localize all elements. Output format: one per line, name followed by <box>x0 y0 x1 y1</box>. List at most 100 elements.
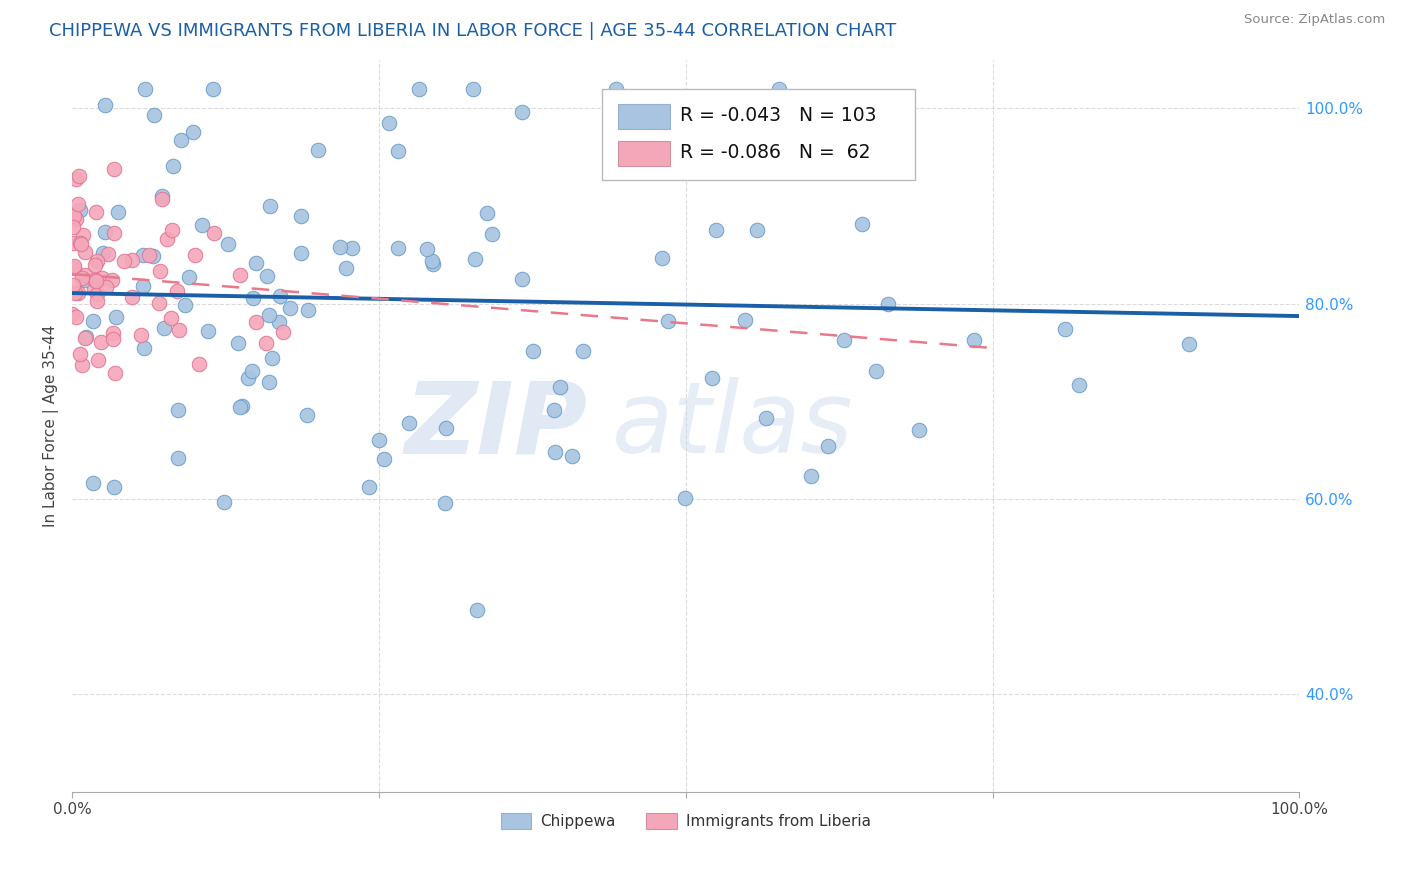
Point <box>132 248 155 262</box>
Point <box>236 371 259 385</box>
Point <box>329 240 352 254</box>
Point <box>166 451 188 466</box>
Point <box>69 347 91 361</box>
Point <box>464 252 486 266</box>
Point <box>103 332 125 346</box>
Point <box>75 273 97 287</box>
Point <box>62 277 84 292</box>
Point <box>159 311 181 326</box>
Point <box>173 298 195 312</box>
Point <box>799 469 821 483</box>
Point <box>416 242 439 256</box>
Point <box>83 273 105 287</box>
Point <box>561 449 583 463</box>
Point <box>156 232 179 246</box>
Point <box>548 379 571 393</box>
Point <box>745 223 768 237</box>
Point <box>67 286 90 301</box>
Point <box>543 402 565 417</box>
Point <box>908 423 931 437</box>
Point <box>651 251 673 265</box>
Point <box>134 82 156 96</box>
Point <box>877 296 900 310</box>
Point <box>704 222 727 236</box>
Point <box>257 308 280 322</box>
Point <box>259 199 281 213</box>
Text: atlas: atlas <box>612 377 853 475</box>
Point <box>398 417 420 431</box>
Point <box>142 249 165 263</box>
Point <box>461 82 484 96</box>
Point <box>103 480 125 494</box>
Point <box>103 227 125 241</box>
Point <box>67 169 90 184</box>
Point <box>197 324 219 338</box>
Point <box>63 209 86 223</box>
Point <box>267 315 290 329</box>
Point <box>256 268 278 283</box>
Point <box>673 491 696 505</box>
Point <box>121 253 143 268</box>
Point <box>295 408 318 422</box>
Point <box>83 282 105 296</box>
Text: CHIPPEWA VS IMMIGRANTS FROM LIBERIA IN LABOR FORCE | AGE 35-44 CORRELATION CHART: CHIPPEWA VS IMMIGRANTS FROM LIBERIA IN L… <box>49 22 897 40</box>
Point <box>202 82 225 96</box>
Point <box>342 242 364 256</box>
Point <box>357 480 380 494</box>
Point <box>245 315 267 329</box>
Point <box>86 293 108 308</box>
Point <box>87 352 110 367</box>
Point <box>129 328 152 343</box>
Point <box>1178 337 1201 351</box>
Point <box>101 326 124 341</box>
Point <box>477 205 499 219</box>
Point <box>571 344 593 359</box>
Point <box>66 197 89 211</box>
Point <box>167 403 190 417</box>
Point <box>387 241 409 255</box>
Point <box>273 325 295 339</box>
Point <box>184 248 207 262</box>
Point <box>62 259 84 273</box>
FancyBboxPatch shape <box>619 141 669 166</box>
Point <box>86 274 108 288</box>
Point <box>94 225 117 239</box>
Point <box>150 192 173 206</box>
Point <box>768 82 790 96</box>
Point <box>170 133 193 147</box>
Point <box>290 209 312 223</box>
Point <box>190 218 212 232</box>
Point <box>69 235 91 250</box>
Point <box>72 358 94 372</box>
Point <box>104 367 127 381</box>
Point <box>91 245 114 260</box>
Point <box>105 310 128 325</box>
Point <box>153 320 176 334</box>
Point <box>62 219 84 234</box>
Point <box>522 344 544 359</box>
Point <box>149 264 172 278</box>
Point <box>65 171 87 186</box>
Point <box>101 273 124 287</box>
Point <box>69 202 91 217</box>
Point <box>855 110 877 124</box>
Point <box>657 314 679 328</box>
Point <box>434 421 457 435</box>
Point <box>131 278 153 293</box>
Point <box>82 314 104 328</box>
Point <box>297 303 319 318</box>
Point <box>367 433 389 447</box>
Point <box>166 284 188 298</box>
Point <box>420 254 443 268</box>
Point <box>242 291 264 305</box>
Point <box>138 248 160 262</box>
FancyBboxPatch shape <box>619 104 669 129</box>
Text: Source: ZipAtlas.com: Source: ZipAtlas.com <box>1244 13 1385 27</box>
Text: ZIP: ZIP <box>405 377 588 475</box>
Point <box>217 237 239 252</box>
Point <box>851 217 873 231</box>
Point <box>75 330 97 344</box>
Point <box>865 364 887 378</box>
Point <box>60 307 83 321</box>
Point <box>75 331 97 345</box>
